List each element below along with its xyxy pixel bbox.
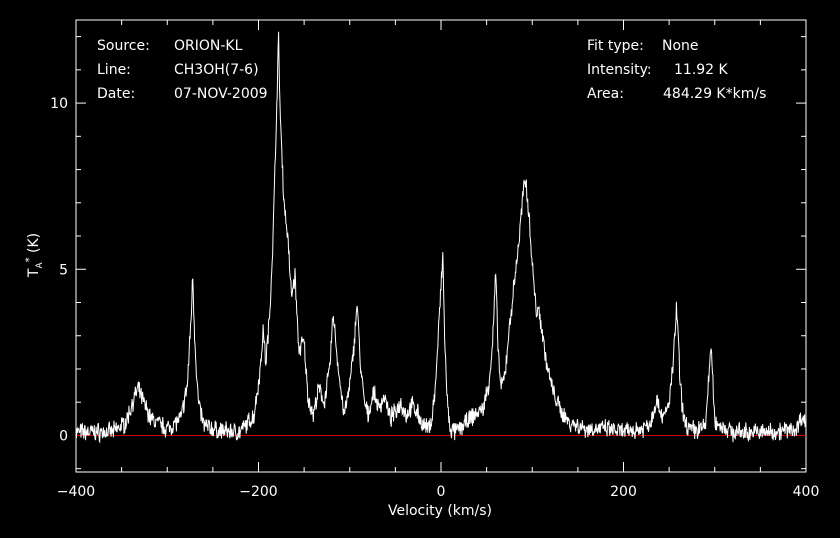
fit-type-key: Fit type: bbox=[587, 38, 644, 54]
x-tick-label: 0 bbox=[437, 484, 446, 500]
source-value: ORION-KL bbox=[174, 38, 243, 54]
spectrum-series-line bbox=[75, 31, 807, 444]
y-tick-label: 10 bbox=[50, 96, 68, 112]
x-axis-label: Velocity (km/s) bbox=[388, 503, 492, 519]
x-tick-label: 200 bbox=[610, 484, 637, 500]
ticks bbox=[75, 20, 807, 472]
x-tick-label: 400 bbox=[793, 484, 820, 500]
y-axis-label-text: TA* (K) bbox=[24, 233, 45, 278]
intensity-key: Intensity: bbox=[587, 62, 652, 78]
date-key: Date: bbox=[97, 86, 135, 102]
line-key: Line: bbox=[97, 62, 131, 78]
x-tick-label: −400 bbox=[57, 484, 95, 500]
area-key: Area: bbox=[587, 86, 624, 102]
line-value: CH3OH(7-6) bbox=[174, 62, 259, 78]
date-value: 07-NOV-2009 bbox=[174, 86, 268, 102]
source-key: Source: bbox=[97, 38, 150, 54]
fit-type-value: None bbox=[662, 38, 699, 54]
intensity-value: 11.92 K bbox=[674, 62, 729, 78]
y-tick-label: 5 bbox=[59, 262, 68, 278]
area-value: 484.29 K*km/s bbox=[663, 86, 766, 102]
x-tick-label: −200 bbox=[239, 484, 277, 500]
y-tick-label: 0 bbox=[59, 428, 68, 444]
y-axis-label: TA* (K) bbox=[24, 233, 45, 278]
tick-labels: −400 −200 0 200 400 0 5 10 bbox=[50, 96, 819, 500]
